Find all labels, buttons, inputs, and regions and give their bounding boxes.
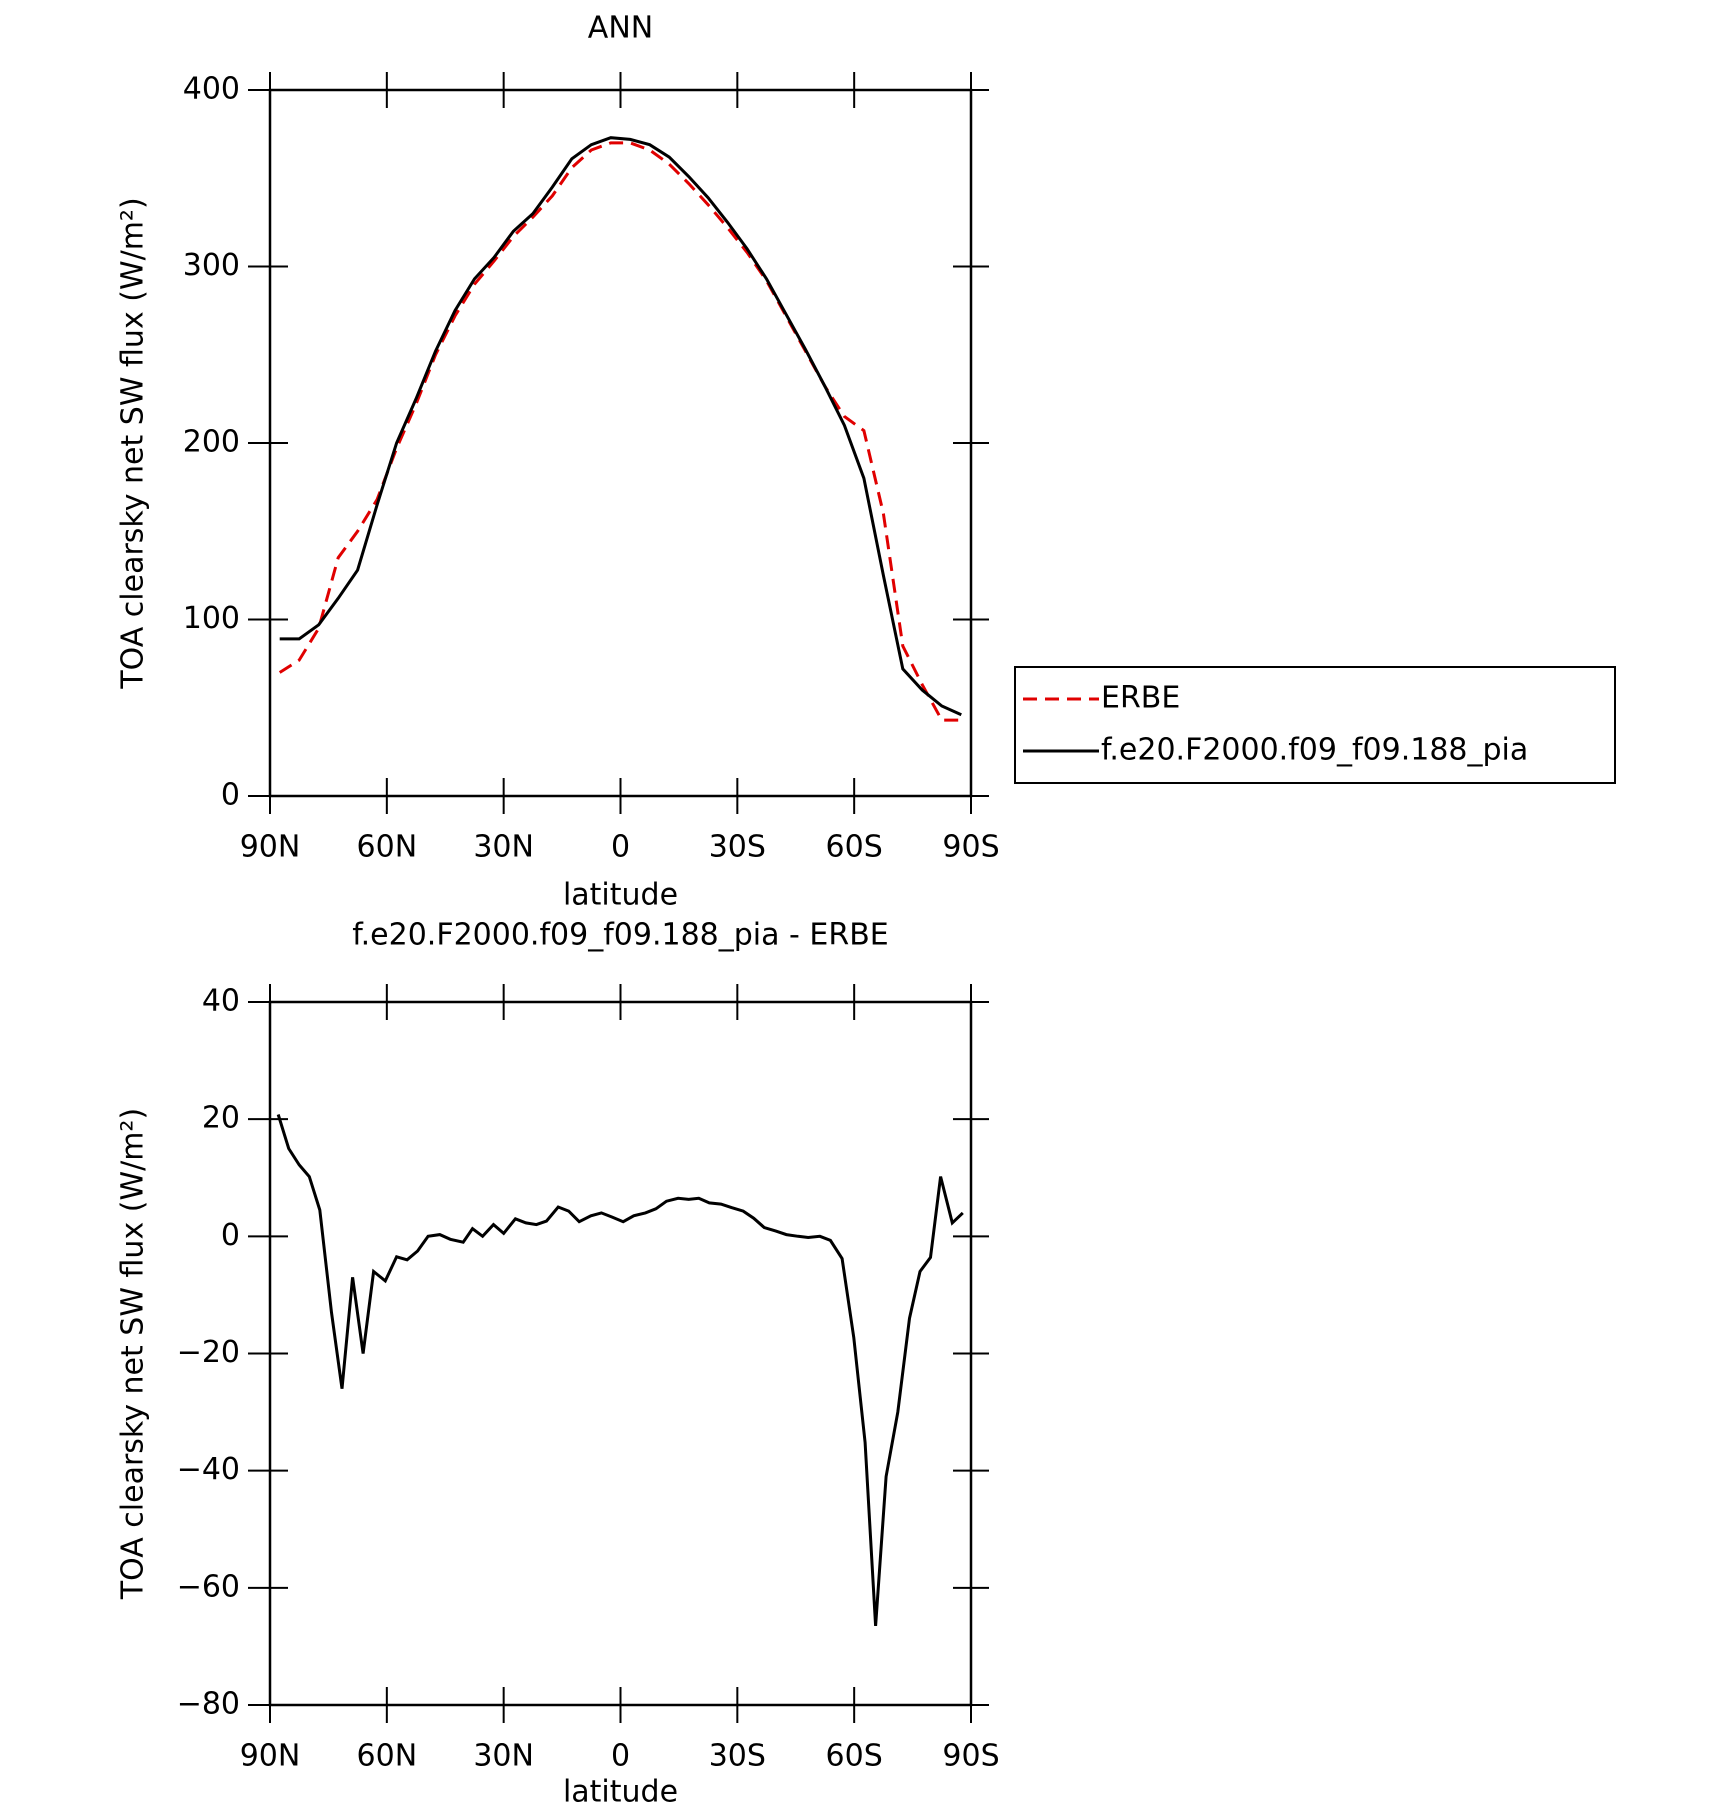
legend-label: f.e20.F2000.f09_f09.188_pia (1101, 733, 1528, 768)
plot-frame (268, 88, 973, 798)
y-tick-label: 400 (183, 72, 240, 107)
x-tick-label: 30S (709, 830, 766, 865)
y-tick-label: −80 (177, 1687, 240, 1722)
y-tick-label: 40 (202, 984, 240, 1019)
chart-title: f.e20.F2000.f09_f09.188_pia - ERBE (352, 918, 888, 953)
x-tick-label: 60S (826, 1739, 883, 1774)
y-tick-label: 0 (221, 778, 240, 813)
x-axis-label: latitude (563, 1775, 678, 1810)
x-tick-label: 0 (611, 1739, 630, 1774)
y-tick-label: −20 (177, 1335, 240, 1370)
x-axis-label: latitude (563, 878, 678, 913)
y-tick-label: 0 (221, 1218, 240, 1253)
y-tick-label: −60 (177, 1569, 240, 1604)
y-tick-label: 300 (183, 248, 240, 283)
y-tick-label: 20 (202, 1101, 240, 1136)
data-line (276, 1114, 964, 1627)
legend-box (1014, 666, 1616, 784)
x-tick-label: 90S (942, 1739, 999, 1774)
y-axis-label: TOA clearsky net SW flux (W/m²) (116, 197, 151, 689)
x-tick-label: 0 (611, 830, 630, 865)
plot-frame (268, 1000, 973, 1707)
x-tick-label: 60N (357, 830, 418, 865)
x-tick-label: 90S (942, 830, 999, 865)
x-tick-label: 30N (473, 1739, 534, 1774)
data-line (278, 141, 962, 722)
x-tick-label: 30N (473, 830, 534, 865)
x-tick-label: 30S (709, 1739, 766, 1774)
y-tick-label: 200 (183, 425, 240, 460)
x-tick-label: 90N (240, 1739, 301, 1774)
x-tick-label: 60N (357, 1739, 418, 1774)
data-line (279, 136, 962, 717)
y-axis-label: TOA clearsky net SW flux (W/m²) (116, 1108, 151, 1600)
y-tick-label: −40 (177, 1452, 240, 1487)
x-tick-label: 60S (826, 830, 883, 865)
y-tick-label: 100 (183, 601, 240, 636)
chart-title: ANN (588, 11, 653, 46)
legend-label: ERBE (1101, 681, 1180, 716)
x-tick-label: 90N (240, 830, 301, 865)
